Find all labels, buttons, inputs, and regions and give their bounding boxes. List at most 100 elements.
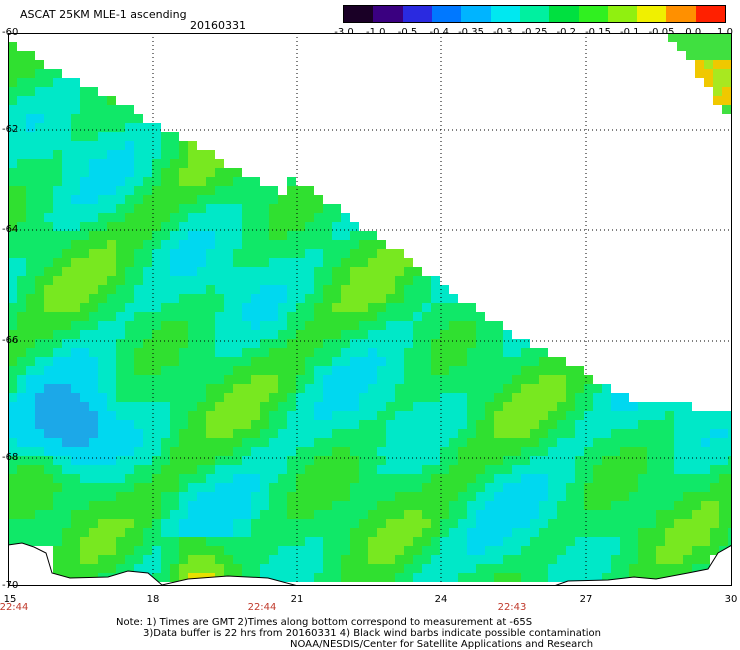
wind-cell bbox=[503, 456, 512, 465]
wind-cell bbox=[170, 240, 179, 249]
wind-cell bbox=[422, 411, 431, 420]
wind-cell bbox=[278, 258, 287, 267]
wind-cell bbox=[215, 339, 224, 348]
wind-cell bbox=[62, 330, 71, 339]
wind-cell bbox=[152, 420, 161, 429]
wind-cell bbox=[71, 141, 80, 150]
wind-cell bbox=[701, 447, 710, 456]
wind-cell bbox=[485, 456, 494, 465]
wind-cell bbox=[224, 249, 233, 258]
wind-cell bbox=[170, 258, 179, 267]
wind-cell bbox=[332, 537, 341, 546]
wind-cell bbox=[35, 339, 44, 348]
wind-cell bbox=[449, 546, 458, 555]
wind-cell bbox=[179, 357, 188, 366]
wind-cell bbox=[134, 366, 143, 375]
wind-cell bbox=[485, 474, 494, 483]
wind-cell bbox=[89, 177, 98, 186]
wind-cell bbox=[386, 510, 395, 519]
wind-cell bbox=[269, 393, 278, 402]
wind-cell bbox=[143, 384, 152, 393]
wind-cell bbox=[305, 537, 314, 546]
wind-cell bbox=[170, 276, 179, 285]
wind-cell bbox=[17, 456, 26, 465]
wind-cell bbox=[359, 375, 368, 384]
wind-cell bbox=[80, 546, 89, 555]
wind-cell bbox=[278, 222, 287, 231]
wind-cell bbox=[404, 429, 413, 438]
wind-cell bbox=[350, 456, 359, 465]
wind-cell bbox=[512, 339, 521, 348]
wind-cell bbox=[629, 465, 638, 474]
wind-cell bbox=[125, 267, 134, 276]
wind-cell bbox=[107, 132, 116, 141]
wind-cell bbox=[647, 447, 656, 456]
wind-cell bbox=[251, 375, 260, 384]
wind-cell bbox=[323, 366, 332, 375]
wind-cell bbox=[152, 573, 161, 582]
wind-cell bbox=[152, 564, 161, 573]
wind-cell bbox=[143, 150, 152, 159]
wind-cell bbox=[449, 375, 458, 384]
wind-cell bbox=[719, 438, 728, 447]
wind-cell bbox=[458, 312, 467, 321]
wind-cell bbox=[44, 447, 53, 456]
wind-cell bbox=[674, 438, 683, 447]
wind-cell bbox=[89, 510, 98, 519]
wind-cell bbox=[296, 231, 305, 240]
wind-cell bbox=[530, 465, 539, 474]
wind-cell bbox=[224, 312, 233, 321]
wind-cell bbox=[674, 492, 683, 501]
wind-cell bbox=[494, 321, 503, 330]
wind-cell bbox=[449, 339, 458, 348]
wind-cell bbox=[377, 348, 386, 357]
wind-cell bbox=[242, 240, 251, 249]
wind-cell bbox=[17, 276, 26, 285]
wind-cell bbox=[53, 429, 62, 438]
wind-cell bbox=[53, 384, 62, 393]
wind-cell bbox=[494, 393, 503, 402]
wind-cell bbox=[26, 429, 35, 438]
wind-cell bbox=[530, 447, 539, 456]
wind-cell bbox=[683, 510, 692, 519]
colorbar-label: -0.1 bbox=[619, 27, 640, 38]
wind-cell bbox=[170, 402, 179, 411]
wind-cell bbox=[197, 357, 206, 366]
wind-cell bbox=[638, 438, 647, 447]
wind-cell bbox=[71, 375, 80, 384]
wind-cell bbox=[368, 240, 377, 249]
wind-cell bbox=[62, 456, 71, 465]
wind-cell bbox=[359, 492, 368, 501]
wind-cell bbox=[692, 510, 701, 519]
wind-cell bbox=[620, 537, 629, 546]
wind-cell bbox=[503, 402, 512, 411]
wind-cell bbox=[332, 420, 341, 429]
wind-cell bbox=[377, 249, 386, 258]
wind-cell bbox=[233, 501, 242, 510]
wind-cell bbox=[557, 465, 566, 474]
wind-cell bbox=[206, 267, 215, 276]
wind-cell bbox=[620, 420, 629, 429]
wind-cell bbox=[188, 240, 197, 249]
wind-cell bbox=[395, 276, 404, 285]
wind-cell bbox=[107, 312, 116, 321]
wind-cell bbox=[53, 312, 62, 321]
wind-cell bbox=[305, 420, 314, 429]
wind-cell bbox=[188, 501, 197, 510]
wind-cell bbox=[332, 411, 341, 420]
wind-cell bbox=[188, 555, 197, 564]
wind-cell bbox=[440, 321, 449, 330]
wind-cell bbox=[695, 51, 704, 60]
wind-cell bbox=[638, 456, 647, 465]
wind-cell bbox=[89, 96, 98, 105]
wind-cell bbox=[620, 429, 629, 438]
wind-cell bbox=[143, 168, 152, 177]
wind-cell bbox=[26, 114, 35, 123]
wind-cell bbox=[206, 222, 215, 231]
wind-cell bbox=[287, 429, 296, 438]
wind-cell bbox=[8, 447, 17, 456]
wind-cell bbox=[125, 294, 134, 303]
wind-cell bbox=[260, 249, 269, 258]
wind-cell bbox=[296, 213, 305, 222]
wind-cell bbox=[377, 375, 386, 384]
